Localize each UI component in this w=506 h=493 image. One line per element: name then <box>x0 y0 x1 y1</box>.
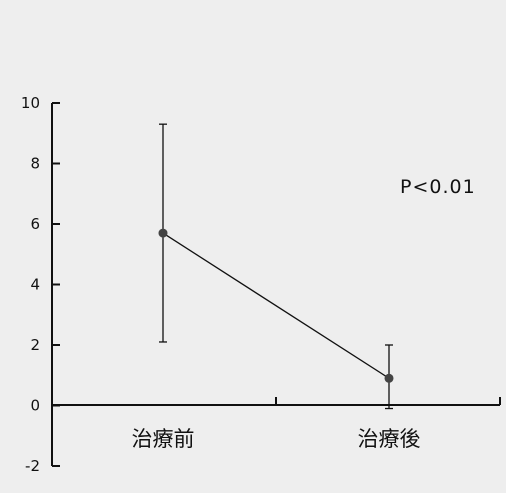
data-point <box>158 228 168 238</box>
y-tick-label: 4 <box>30 276 40 294</box>
axes <box>51 102 501 467</box>
y-tick-label: 8 <box>30 155 40 173</box>
y-tick-label: 0 <box>30 397 40 415</box>
category-label: 治療後 <box>358 427 421 451</box>
category-label: 治療前 <box>132 427 195 451</box>
y-tick-label: 10 <box>21 94 40 112</box>
y-tick-label: 6 <box>30 215 40 233</box>
y-tick-label: -2 <box>25 457 40 475</box>
category-labels: 治療前 治療後 <box>132 427 421 451</box>
series-line-segment <box>162 232 390 379</box>
data-point <box>384 373 394 383</box>
y-tick-labels: 10 8 6 4 2 0 -2 <box>21 94 40 475</box>
y-tick-label: 2 <box>30 336 40 354</box>
p-value-annotation: P<0.01 <box>400 176 476 198</box>
series <box>158 123 394 410</box>
